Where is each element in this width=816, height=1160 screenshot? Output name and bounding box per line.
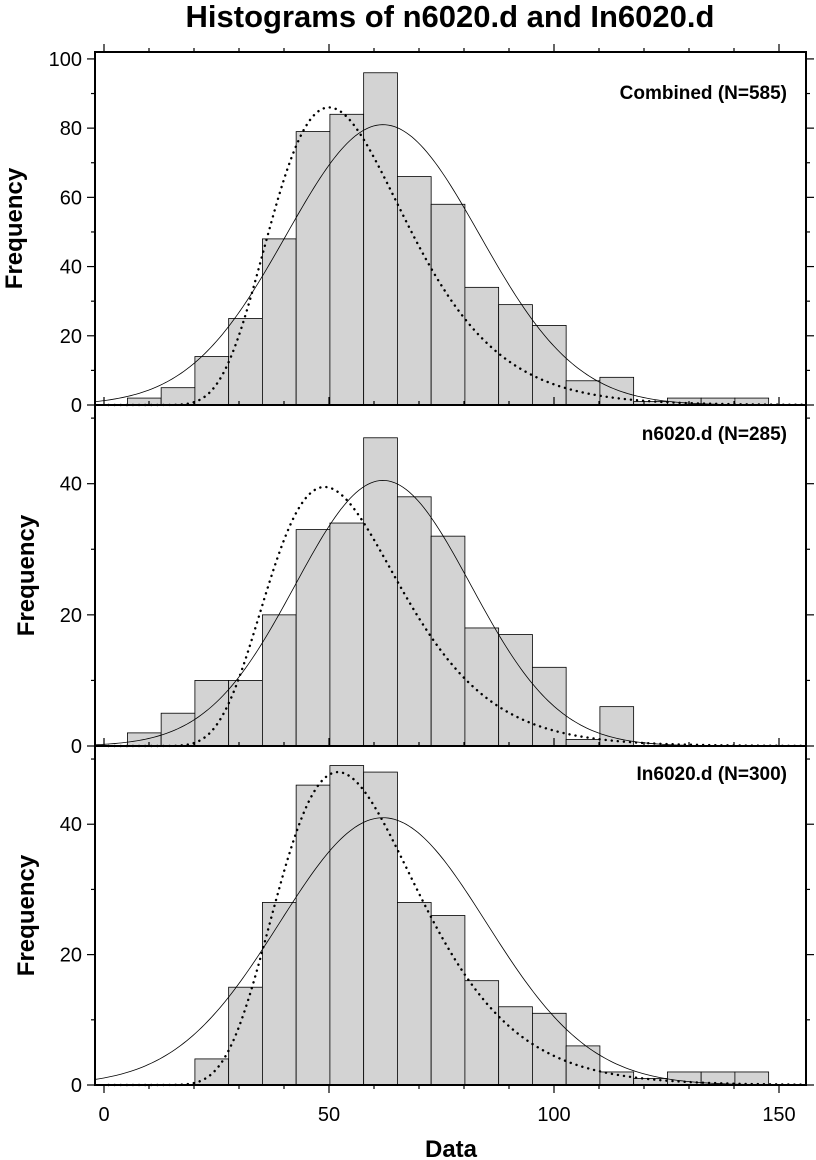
- normal-fit-curve: [94, 817, 807, 1086]
- y-axis-label: Frequency: [13, 854, 40, 976]
- lognormal-fit-curve: [107, 485, 808, 748]
- x-axis-label: Data: [425, 1136, 478, 1160]
- x-tick-label: 100: [537, 1104, 570, 1126]
- y-tick-label: 80: [60, 118, 82, 140]
- bar: [464, 980, 500, 1086]
- y-tick-label: 0: [71, 1075, 82, 1097]
- y-tick-label: 0: [71, 395, 82, 417]
- figure-title: Histograms of n6020.d and In6020.d: [186, 0, 715, 34]
- y-axis-label: Frequency: [1, 167, 28, 289]
- bar: [498, 1006, 533, 1086]
- panel-label: In6020.d (N=300): [637, 764, 788, 785]
- y-tick-label: 20: [60, 326, 82, 348]
- y-tick-label: 40: [60, 814, 82, 836]
- bar: [396, 176, 432, 406]
- x-tick-label: 150: [762, 1104, 795, 1126]
- bar: [295, 784, 331, 1086]
- bar: [194, 356, 230, 406]
- bar: [396, 496, 432, 747]
- lognormal-fit-curve: [107, 770, 808, 1087]
- bar: [532, 1012, 567, 1086]
- y-tick-label: 0: [71, 736, 82, 758]
- y-tick-label: 60: [60, 187, 82, 209]
- bar: [498, 634, 533, 747]
- panel-frame: [94, 745, 807, 1086]
- bar: [464, 286, 500, 406]
- bar: [363, 771, 398, 1086]
- x-tick-label: 0: [98, 1104, 109, 1126]
- y-tick-label: 40: [60, 474, 82, 496]
- bar: [329, 765, 365, 1086]
- bar: [430, 915, 466, 1086]
- bar: [261, 614, 297, 747]
- normal-fit-curve: [94, 124, 806, 406]
- bar: [430, 535, 466, 747]
- bar: [565, 1045, 601, 1086]
- y-axis-label: Frequency: [13, 514, 40, 636]
- bar: [532, 325, 567, 406]
- bar: [160, 712, 196, 747]
- bar: [599, 1071, 635, 1086]
- y-tick-label: 40: [60, 257, 82, 279]
- bar: [228, 318, 263, 406]
- bar: [228, 680, 263, 747]
- y-tick-label: 20: [60, 945, 82, 967]
- bar: [498, 304, 533, 406]
- bar: [329, 113, 365, 406]
- bar: [228, 986, 263, 1086]
- bar: [363, 72, 398, 406]
- panel-label: n6020.d (N=285): [642, 424, 787, 445]
- bar: [599, 376, 635, 406]
- bar: [396, 902, 432, 1086]
- histogram-panels: 0 20 40 60 80 100 Frequency Combined (N=585) 0 20…: [1, 44, 814, 1126]
- panel-1: 0 20 40 60 80 100 Frequency Combined (N=585): [1, 44, 814, 417]
- bar: [464, 627, 500, 747]
- panel-label: Combined (N=585): [620, 83, 787, 104]
- bar: [160, 387, 196, 406]
- panel-3: 0 20 40 Frequency In6020.d (N=300): [13, 738, 814, 1097]
- bar: [261, 238, 297, 406]
- bar: [295, 131, 331, 406]
- bar: [329, 522, 365, 747]
- bar: [532, 666, 567, 747]
- panel-2: 0 20 40 Frequency n6020.d (N=285): [13, 397, 814, 758]
- y-tick-label: 20: [60, 605, 82, 627]
- y-tick-label: 100: [49, 49, 82, 71]
- bar: [430, 203, 466, 406]
- bar: [295, 529, 331, 747]
- x-tick-label: 50: [318, 1104, 340, 1126]
